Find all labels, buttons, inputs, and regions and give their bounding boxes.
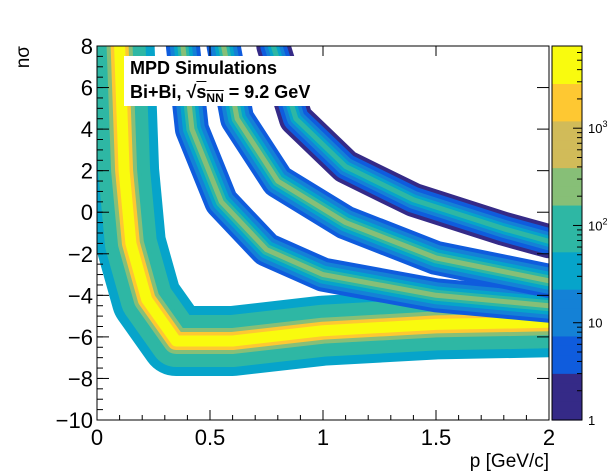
palette-step bbox=[552, 335, 582, 346]
y-tick-label: −8 bbox=[68, 366, 93, 391]
z-tick-exponent: 3 bbox=[602, 119, 607, 129]
z-tick-label: 10 bbox=[588, 316, 602, 331]
band-2 bbox=[165, 46, 549, 323]
y-tick-label: 4 bbox=[81, 117, 93, 142]
palette-step bbox=[552, 391, 582, 402]
palette-step bbox=[552, 46, 582, 56]
palette-step bbox=[552, 223, 582, 234]
palette-step bbox=[552, 410, 582, 421]
palette-step bbox=[552, 298, 582, 309]
s-symbol: s bbox=[196, 82, 207, 102]
palette-step bbox=[552, 214, 582, 225]
y-tick-label: −2 bbox=[68, 242, 93, 267]
palette-step bbox=[552, 158, 582, 169]
sqrt-argument: sNN bbox=[196, 82, 224, 105]
y-tick-label: 2 bbox=[81, 159, 93, 184]
palette-step bbox=[552, 204, 582, 215]
palette-step bbox=[552, 242, 582, 253]
palette-step bbox=[552, 111, 582, 122]
palette-step bbox=[552, 345, 582, 356]
z-tick-label: 1 bbox=[588, 413, 595, 428]
band-4 bbox=[256, 46, 549, 259]
x-tick-label: 1 bbox=[317, 425, 329, 450]
palette-step bbox=[552, 289, 582, 300]
palette-step bbox=[552, 176, 582, 187]
palette-step bbox=[552, 401, 582, 412]
y-tick-label: −4 bbox=[68, 283, 93, 308]
palette-step bbox=[552, 279, 582, 290]
palette-step bbox=[552, 195, 582, 206]
palette-step bbox=[552, 167, 582, 178]
palette-step bbox=[552, 233, 582, 243]
palette-step bbox=[552, 363, 582, 374]
palette-frame bbox=[551, 45, 583, 421]
y-tick-label: 6 bbox=[81, 76, 93, 101]
band-3 bbox=[206, 46, 549, 298]
y-axis-title: nσ bbox=[13, 46, 34, 69]
palette-step bbox=[552, 83, 582, 94]
y-tick-label: −6 bbox=[68, 325, 93, 350]
palette-step bbox=[552, 251, 582, 262]
z-tick-label: 103 bbox=[588, 119, 607, 136]
sqrt-symbol: √ bbox=[186, 82, 197, 102]
s-subscript: NN bbox=[206, 91, 224, 105]
z-tick-exponent: 2 bbox=[602, 216, 607, 226]
band-4-level-5 bbox=[270, 46, 549, 244]
heatmap-layer bbox=[97, 46, 549, 376]
color-palette-bar: 1 10 102 103 bbox=[551, 45, 607, 428]
y-tick-label: −10 bbox=[56, 408, 93, 433]
palette-step bbox=[552, 354, 582, 365]
x-tick-label: 1.5 bbox=[421, 425, 452, 450]
palette-step bbox=[552, 307, 582, 318]
y-tick-label: 8 bbox=[81, 34, 93, 59]
palette-step bbox=[552, 102, 582, 113]
axes: 0 0.5 1 1.5 2 −10 −8 −6 −4 −2 0 2 4 6 8 bbox=[56, 34, 555, 450]
palette-step bbox=[552, 120, 582, 131]
palette-step bbox=[552, 186, 582, 197]
x-tick-label: 0.5 bbox=[195, 425, 226, 450]
legend-energy: = 9.2 GeV bbox=[223, 82, 311, 102]
palette-step bbox=[552, 326, 582, 337]
y-tick-label: 0 bbox=[81, 200, 93, 225]
palette-step bbox=[552, 261, 582, 271]
x-tick-label: 0 bbox=[91, 425, 103, 450]
legend-system: Bi+Bi, √sNN = 9.2 GeV bbox=[130, 82, 310, 105]
x-axis-title: p [GeV/c] bbox=[470, 451, 549, 472]
legend-box: MPD Simulations Bi+Bi, √sNN = 9.2 GeV bbox=[124, 56, 360, 106]
palette-step bbox=[552, 55, 582, 66]
palette-step bbox=[552, 130, 582, 141]
palette-step bbox=[552, 382, 582, 393]
x-tick-label: 2 bbox=[543, 425, 555, 450]
palette-step bbox=[552, 317, 582, 328]
band-1-level-7 bbox=[117, 46, 549, 344]
palette-step bbox=[552, 64, 582, 75]
palette-step bbox=[552, 373, 582, 384]
palette-step bbox=[552, 92, 582, 103]
z-tick-label: 102 bbox=[588, 216, 607, 233]
legend-title: MPD Simulations bbox=[130, 58, 278, 78]
band-3-level-5 bbox=[221, 46, 549, 284]
palette-step bbox=[552, 139, 582, 150]
legend-system-prefix: Bi+Bi, bbox=[130, 82, 187, 102]
band-1 bbox=[97, 46, 549, 376]
band-2-level-5 bbox=[180, 46, 549, 309]
palette-step bbox=[552, 148, 582, 159]
palette-step bbox=[552, 270, 582, 281]
palette-step bbox=[552, 74, 582, 84]
